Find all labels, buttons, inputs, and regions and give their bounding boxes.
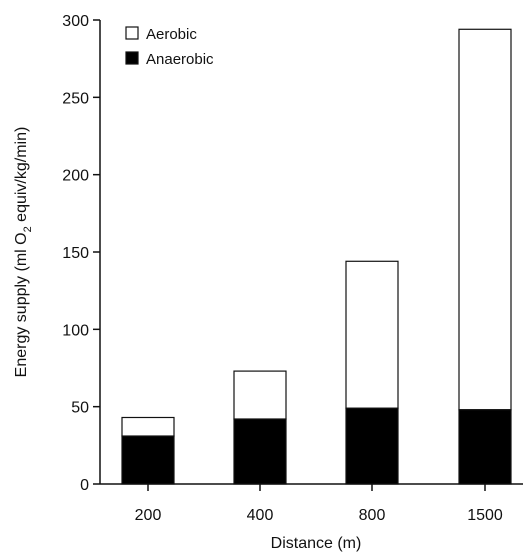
y-tick-label: 250 <box>62 90 89 107</box>
y-axis-ticks: 0 50 100 150 200 250 300 <box>62 13 100 494</box>
legend-swatch-anaerobic <box>125 51 139 65</box>
bar-anaerobic-1500 <box>458 409 512 485</box>
legend: Aerobic Anaerobic <box>125 26 214 68</box>
y-tick-label: 100 <box>62 322 89 339</box>
y-tick-label: 150 <box>62 245 89 262</box>
y-axis-title-part-1: Energy supply (ml O <box>13 232 30 377</box>
y-tick-label: 0 <box>80 477 89 494</box>
bar-aerobic-400 <box>233 370 287 420</box>
bar-anaerobic-800 <box>345 407 399 485</box>
bar-anaerobic-400 <box>233 418 287 485</box>
bar-aerobic-200 <box>121 416 175 437</box>
bar-anaerobic-200 <box>121 435 175 485</box>
x-tick-label: 200 <box>135 507 162 524</box>
legend-label-aerobic: Aerobic <box>146 26 197 43</box>
y-tick-label: 200 <box>62 168 89 185</box>
y-axis-title: Energy supply (ml O2 equiv/kg/min) <box>13 127 34 378</box>
y-axis-title-part-2: equiv/kg/min) <box>13 127 30 227</box>
bar-aerobic-800 <box>345 260 399 409</box>
x-axis-ticks: 200 400 800 1500 <box>135 484 503 524</box>
y-axis-title-subscript: 2 <box>22 226 34 232</box>
bars-group <box>121 28 512 485</box>
legend-label-anaerobic: Anaerobic <box>146 51 214 68</box>
y-tick-label: 300 <box>62 13 89 30</box>
x-tick-label: 800 <box>359 507 386 524</box>
x-axis-title: Distance (m) <box>271 535 362 552</box>
y-tick-label: 50 <box>71 400 89 417</box>
legend-swatch-aerobic <box>125 26 139 40</box>
bar-aerobic-1500 <box>458 28 512 411</box>
x-tick-label: 400 <box>247 507 274 524</box>
x-tick-label: 1500 <box>467 507 503 524</box>
